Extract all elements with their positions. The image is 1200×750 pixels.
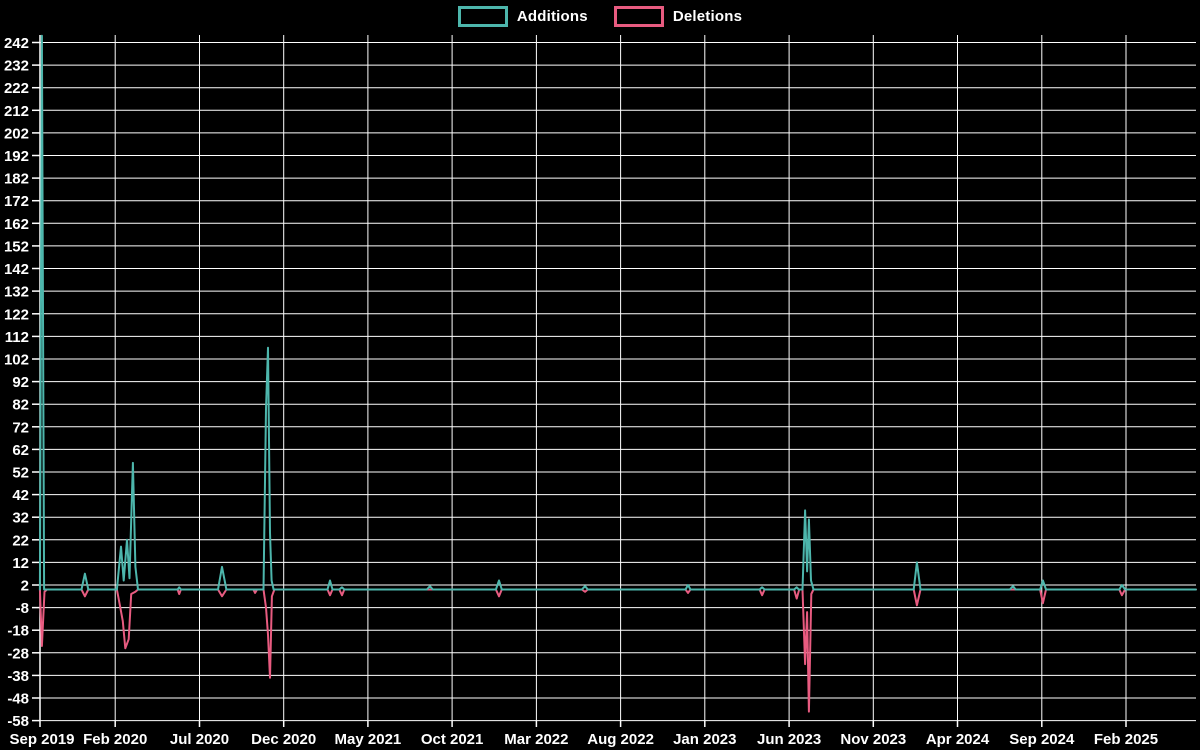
legend-item-deletions[interactable]: Deletions bbox=[613, 6, 743, 27]
x-tick-label: Oct 2021 bbox=[421, 731, 484, 748]
x-tick-label: Jul 2020 bbox=[170, 731, 229, 748]
y-tick-label: 132 bbox=[4, 284, 29, 301]
x-tick-label: Apr 2024 bbox=[926, 731, 990, 748]
y-tick-label: 12 bbox=[12, 555, 29, 572]
series-additions-line bbox=[38, 34, 1197, 591]
y-tick-label: 192 bbox=[4, 148, 29, 165]
y-tick-label: 142 bbox=[4, 261, 29, 278]
y-tick-label: 182 bbox=[4, 171, 29, 188]
legend-deletions-label: Deletions bbox=[672, 8, 743, 25]
y-tick-label: 122 bbox=[4, 306, 29, 323]
y-tick-label: 162 bbox=[4, 216, 29, 233]
legend-additions-label: Additions bbox=[516, 8, 588, 25]
y-tick-label: -58 bbox=[7, 713, 29, 730]
y-tick-label: -28 bbox=[7, 645, 29, 662]
x-tick-label: Nov 2023 bbox=[840, 731, 906, 748]
x-tick-label: Sep 2019 bbox=[9, 731, 74, 748]
x-tick-label: Mar 2022 bbox=[504, 731, 568, 748]
y-tick-label: 2 bbox=[21, 578, 29, 595]
x-tick-label: Feb 2020 bbox=[83, 731, 147, 748]
y-tick-label: -48 bbox=[7, 691, 29, 708]
y-tick-label: 242 bbox=[4, 35, 29, 52]
y-tick-label: 72 bbox=[12, 419, 29, 436]
legend-item-additions[interactable]: Additions bbox=[457, 6, 588, 27]
y-tick-label: -18 bbox=[7, 623, 29, 640]
y-tick-label: 152 bbox=[4, 238, 29, 255]
x-tick-label: Jan 2023 bbox=[673, 731, 736, 748]
y-tick-label: 102 bbox=[4, 352, 29, 369]
y-tick-label: 232 bbox=[4, 58, 29, 75]
x-tick-label: Jun 2023 bbox=[757, 731, 821, 748]
y-tick-label: 22 bbox=[12, 532, 29, 549]
y-tick-label: 222 bbox=[4, 80, 29, 97]
additions-swatch-icon bbox=[457, 6, 508, 27]
y-tick-label: 82 bbox=[12, 397, 29, 414]
y-tick-label: 212 bbox=[4, 103, 29, 120]
x-tick-label: Feb 2025 bbox=[1094, 731, 1158, 748]
y-tick-label: 112 bbox=[5, 329, 29, 346]
y-tick-label: 92 bbox=[12, 374, 29, 391]
y-tick-label: 42 bbox=[12, 487, 29, 504]
chart-legend: Additions Deletions bbox=[0, 6, 1200, 27]
y-tick-label: -38 bbox=[7, 668, 29, 685]
x-tick-label: Dec 2020 bbox=[251, 731, 316, 748]
x-tick-label: Aug 2022 bbox=[587, 731, 654, 748]
x-tick-label: May 2021 bbox=[335, 731, 402, 748]
y-tick-label: -8 bbox=[16, 600, 29, 617]
x-tick-label: Sep 2024 bbox=[1009, 731, 1075, 748]
y-tick-label: 52 bbox=[12, 465, 29, 482]
y-tick-label: 172 bbox=[4, 193, 29, 210]
y-tick-label: 32 bbox=[12, 510, 29, 527]
y-tick-label: 62 bbox=[12, 442, 29, 459]
y-tick-label: 202 bbox=[4, 125, 29, 142]
deletions-swatch-icon bbox=[613, 6, 664, 27]
